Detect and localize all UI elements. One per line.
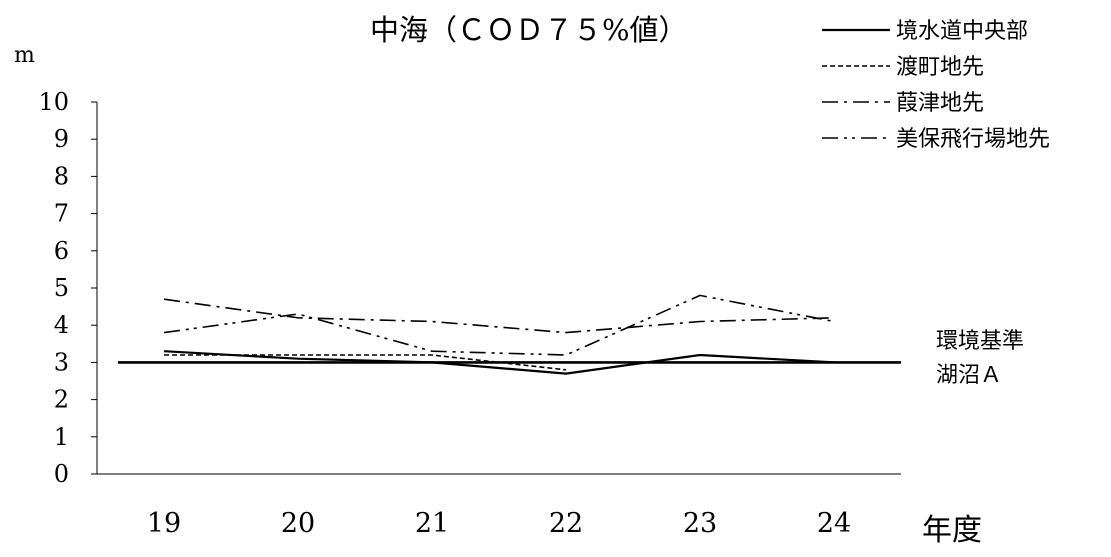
legend-label: 渡町地先 [896,55,984,80]
legend-label: 境水道中央部 [896,19,1028,44]
y-tick-label: 3 [54,348,69,376]
y-tick-label: 5 [54,274,69,302]
x-tick-label: 19 [147,508,181,539]
reference-line-label: 湖沼Ａ [936,363,1002,388]
y-tick-label: 4 [54,311,69,339]
legend-label: 美保飛行場地先 [896,127,1050,152]
y-tick-label: 0 [54,460,69,488]
reference-line-label: 環境基準 [936,329,1024,354]
y-tick-label: 2 [54,386,69,414]
y-axis-unit-label: m [14,43,35,68]
x-tick-labels: 19 20 21 22 23 24 [147,508,851,539]
x-tick-label: 23 [683,508,717,539]
x-tick-label: 20 [281,508,315,539]
series-line [164,354,567,371]
y-tick-label: 7 [54,200,69,228]
series-line [163,350,835,375]
series-line [163,298,835,334]
x-tick-label: 24 [817,508,851,539]
chart-title: 中海（ＣＯＤ７５%値） [370,13,688,47]
y-tick-label: 10 [38,88,69,116]
x-tick-label: 21 [415,508,449,539]
y-tick-label: 8 [54,162,69,190]
series-line [163,294,835,356]
y-tick-labels: 0 1 2 3 4 5 6 7 8 9 10 [38,88,97,488]
y-tick-label: 6 [54,237,69,265]
y-tick-label: 9 [54,125,69,153]
y-tick-label: 1 [54,423,69,451]
legend-label: 葭津地先 [896,91,984,116]
x-axis-label: 年度 [922,513,982,548]
axes [96,102,901,475]
series-lines [163,294,835,375]
x-tick-label: 22 [549,508,583,539]
